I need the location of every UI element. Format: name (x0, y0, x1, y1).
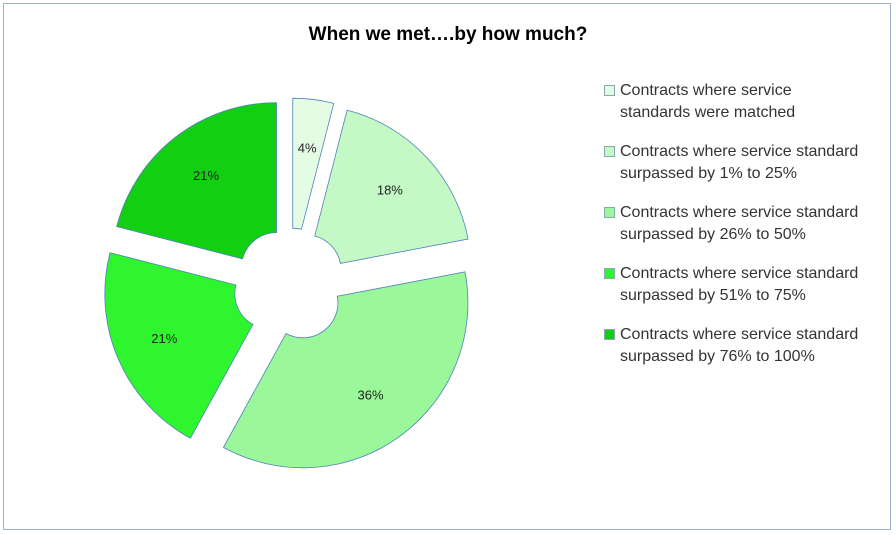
legend-swatch (604, 146, 615, 157)
pie-slice (314, 109, 469, 264)
data-label: 21% (193, 168, 219, 183)
legend-label: Contracts where service standard surpass… (620, 204, 859, 243)
chart-frame (3, 3, 891, 530)
legend: Contracts where service standards were m… (604, 80, 864, 385)
pie-slice (104, 252, 254, 439)
legend-label: Contracts where service standard surpass… (620, 265, 859, 304)
chart-title: When we met….by how much? (309, 24, 588, 45)
legend-label: Contracts where service standards were m… (620, 82, 796, 121)
legend-swatch (604, 268, 615, 279)
data-label: 4% (298, 141, 317, 156)
pie-slice (116, 102, 277, 260)
legend-swatch (604, 85, 615, 96)
legend-item: Contracts where service standards were m… (604, 80, 864, 124)
legend-item: Contracts where service standard surpass… (604, 141, 864, 185)
legend-label: Contracts where service standard surpass… (620, 326, 859, 365)
data-label: 36% (358, 387, 384, 402)
legend-label: Contracts where service standard surpass… (620, 143, 859, 182)
legend-swatch (604, 207, 615, 218)
pie-slice (222, 271, 469, 469)
data-label: 21% (151, 331, 177, 346)
pie-slice (292, 97, 335, 230)
data-label: 18% (377, 183, 403, 198)
legend-item: Contracts where service standard surpass… (604, 202, 864, 246)
legend-item: Contracts where service standard surpass… (604, 324, 864, 368)
legend-item: Contracts where service standard surpass… (604, 263, 864, 307)
legend-swatch (604, 329, 615, 340)
